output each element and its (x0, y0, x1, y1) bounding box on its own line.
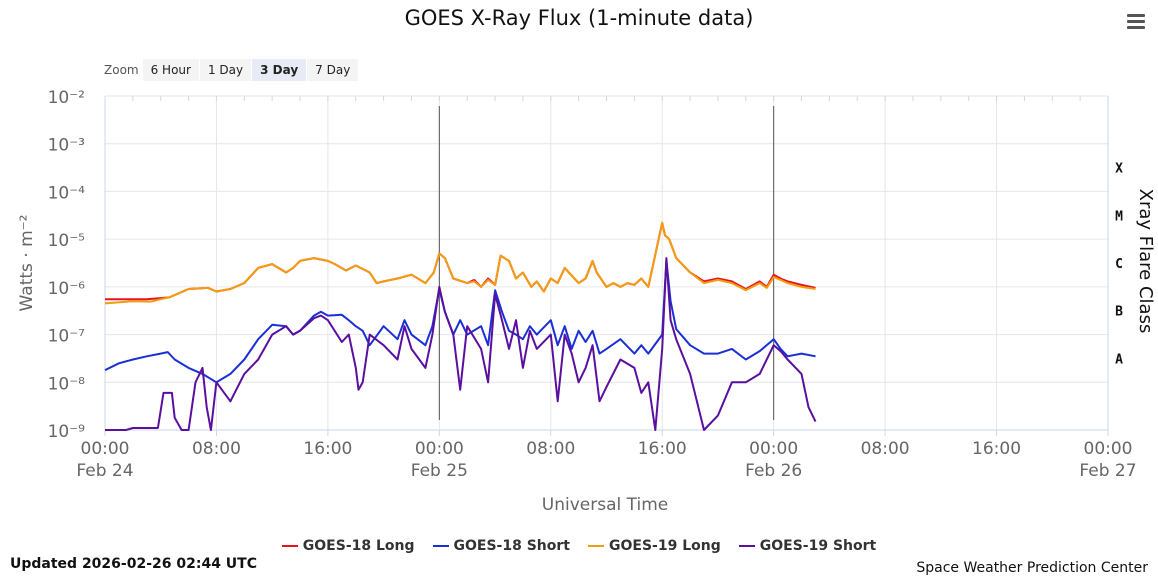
xray-flux-chart: 10⁻⁹10⁻⁸10⁻⁷10⁻⁶10⁻⁵10⁻⁴10⁻³10⁻²00:00Feb… (17, 88, 1156, 515)
legend-swatch (588, 545, 604, 547)
zoom-6-hour-button[interactable]: 6 Hour (142, 59, 199, 81)
x-tick-time-label: 08:00 (192, 439, 241, 459)
updated-timestamp: Updated 2026-02-26 02:44 UTC (10, 556, 257, 572)
legend-label: GOES-18 Short (453, 538, 570, 554)
legend-label: GOES-18 Long (302, 538, 415, 554)
credit-text: Space Weather Prediction Center (916, 560, 1148, 576)
y2-axis-title: Xray Flare Class (1135, 189, 1156, 334)
x-tick-time-label: 16:00 (972, 439, 1021, 459)
legend-item-goes-18-long[interactable]: GOES-18 Long (281, 538, 415, 554)
flare-class-label: B (1115, 305, 1123, 320)
legend-item-goes-18-short[interactable]: GOES-18 Short (432, 538, 570, 554)
zoom-label: Zoom (104, 63, 139, 77)
y-tick-label: 10⁻⁸ (48, 374, 86, 394)
x-tick-time-label: 00:00 (1084, 439, 1133, 459)
y-tick-label: 10⁻² (48, 88, 85, 108)
y-tick-label: 10⁻⁴ (48, 183, 86, 203)
chart-title: GOES X-Ray Flux (1-minute data) (404, 6, 754, 30)
x-tick-date-label: Feb 25 (411, 461, 468, 481)
x-axis-title: Universal Time (542, 495, 668, 515)
legend-item-goes-19-short[interactable]: GOES-19 Short (738, 538, 877, 554)
legend-swatch (281, 545, 298, 547)
y-tick-label: 10⁻⁶ (48, 279, 86, 299)
y-tick-label: 10⁻⁵ (48, 231, 85, 251)
flare-class-label: A (1115, 352, 1123, 367)
x-tick-time-label: 16:00 (638, 439, 687, 459)
series-line-goes-19-short (105, 257, 817, 431)
y-tick-label: 10⁻³ (48, 136, 85, 156)
series-line-goes-18-long (105, 221, 816, 301)
x-tick-time-label: 00:00 (415, 439, 464, 459)
zoom-1-day-button[interactable]: 1 Day (199, 59, 252, 81)
series-line-goes-19-long (104, 221, 816, 305)
zoom-3-day-button[interactable]: 3 Day (252, 59, 307, 81)
legend-item-goes-19-long[interactable]: GOES-19 Long (588, 538, 721, 554)
y-tick-label: 10⁻⁷ (48, 327, 86, 347)
flare-class-label: X (1115, 162, 1123, 177)
flare-class-label: C (1115, 257, 1123, 272)
legend-swatch (432, 545, 449, 547)
legend-label: GOES-19 Short (759, 538, 877, 554)
flare-class-label: M (1115, 209, 1123, 224)
x-tick-date-label: Feb 26 (745, 461, 802, 481)
x-tick-time-label: 00:00 (81, 439, 130, 459)
x-tick-time-label: 00:00 (749, 439, 798, 459)
legend-label: GOES-19 Long (609, 538, 721, 554)
x-tick-time-label: 08:00 (526, 439, 575, 459)
zoom-7-day-button[interactable]: 7 Day (307, 59, 359, 81)
chart-legend: GOES-18 Long GOES-18 Short GOES-19 Long GOE… (0, 538, 1158, 554)
hamburger-menu-icon[interactable] (1127, 14, 1145, 30)
zoom-controls: Zoom 6 Hour 1 Day 3 Day 7 Day (104, 59, 359, 81)
x-tick-time-label: 08:00 (861, 439, 910, 459)
series-line-goes-18-short (104, 259, 816, 384)
x-tick-date-label: Feb 27 (1079, 461, 1136, 481)
x-tick-date-label: Feb 24 (76, 461, 133, 481)
y-tick-label: 10⁻⁹ (48, 422, 86, 442)
legend-swatch (738, 545, 755, 547)
y-axis-title: Watts · m⁻² (17, 215, 37, 312)
x-tick-time-label: 16:00 (303, 439, 352, 459)
